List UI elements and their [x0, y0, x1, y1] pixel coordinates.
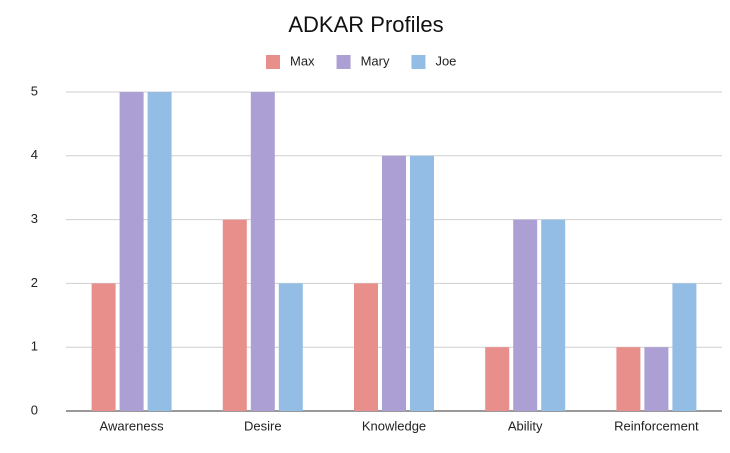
legend-label: Joe — [435, 53, 456, 68]
x-tick-label: Ability — [508, 418, 543, 433]
legend-label: Max — [290, 53, 315, 68]
bar — [672, 283, 697, 411]
x-tick-label: Reinforcement — [614, 418, 699, 433]
y-tick-label: 1 — [31, 339, 38, 354]
bar — [354, 283, 378, 411]
bar — [541, 219, 566, 411]
bar — [485, 347, 510, 411]
x-tick-label: Awareness — [100, 418, 165, 433]
bar — [382, 155, 406, 411]
bar — [616, 347, 641, 411]
x-tick-label: Knowledge — [362, 418, 426, 433]
y-tick-label: 3 — [31, 211, 38, 226]
y-tick-label: 4 — [31, 147, 38, 162]
bar — [644, 347, 669, 411]
x-tick-label: Desire — [244, 418, 282, 433]
y-tick-label: 2 — [31, 275, 38, 290]
bar — [147, 92, 172, 411]
bar — [250, 92, 275, 411]
bar — [91, 283, 116, 411]
bar — [222, 219, 247, 411]
y-tick-label: 0 — [31, 402, 38, 417]
legend-swatch — [411, 55, 426, 69]
legend-swatch — [336, 55, 351, 69]
chart-title: ADKAR Profiles — [288, 12, 443, 37]
bar — [278, 283, 303, 411]
legend-swatch — [266, 55, 280, 69]
y-tick-label: 5 — [31, 83, 38, 98]
bar — [119, 92, 144, 411]
bar — [410, 155, 434, 411]
legend-label: Mary — [361, 53, 390, 68]
bar — [513, 219, 538, 411]
